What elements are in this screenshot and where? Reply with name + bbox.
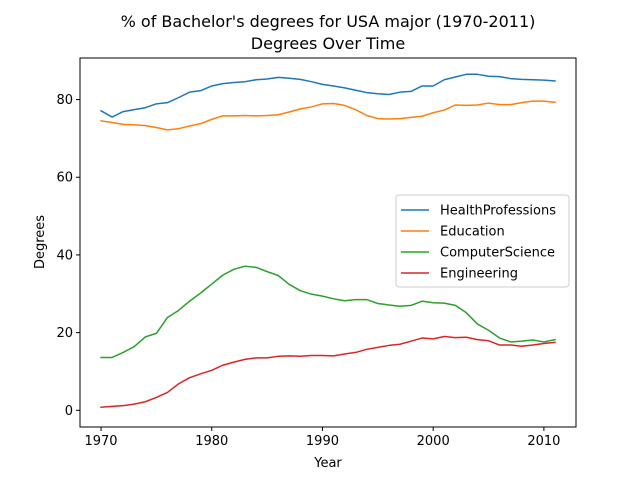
x-tick-label: 1980 (195, 434, 228, 449)
chart-title-line-2: Degrees Over Time (251, 34, 405, 53)
legend-label-health-professions: HealthProfessions (440, 204, 556, 219)
y-tick-label: 80 (56, 93, 73, 108)
y-tick-label: 60 (56, 171, 73, 186)
x-tick-label: 2000 (417, 434, 450, 449)
y-axis-label: Degrees (33, 215, 48, 269)
plot-frame (79, 57, 577, 428)
x-tick-label: 2010 (527, 434, 560, 449)
series-line-education (100, 100, 556, 131)
series-line-health-professions (100, 73, 556, 118)
y-tick-label: 0 (65, 404, 73, 419)
y-axis: 0 20 40 60 80 (56, 93, 80, 419)
legend-label-education: Education (440, 225, 505, 240)
x-tick-label: 1990 (306, 434, 339, 449)
legend-label-engineering: Engineering (440, 267, 518, 282)
y-tick-label: 40 (56, 248, 73, 263)
series-line-computer-science (100, 265, 556, 359)
legend-box (395, 194, 570, 288)
series-line-engineering (100, 335, 556, 408)
x-tick-label: 1970 (84, 434, 117, 449)
legend: HealthProfessions Education ComputerScienc… (395, 194, 570, 288)
y-tick-label: 20 (56, 326, 73, 341)
legend-label-computer-science: ComputerScience (440, 246, 555, 261)
x-axis: 1970 1980 1990 2000 2010 (84, 427, 560, 449)
series-layer (100, 73, 556, 408)
chart-title-line-1: % of Bachelor's degrees for USA major (1… (121, 12, 536, 31)
x-axis-label: Year (313, 456, 342, 471)
chart-title: % of Bachelor's degrees for USA major (1… (121, 12, 536, 53)
